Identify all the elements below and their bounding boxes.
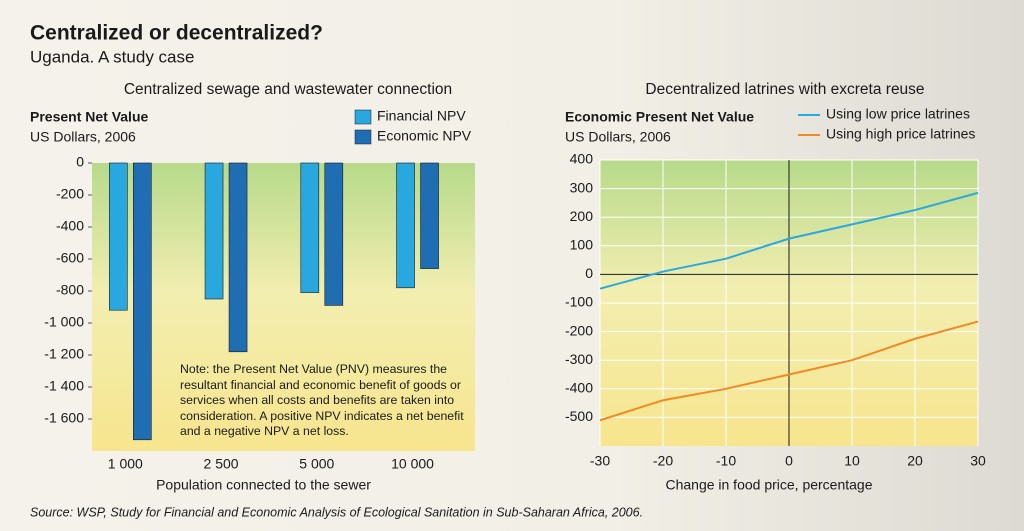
bar (133, 162, 152, 441)
y-tick-label: 400 (570, 151, 594, 167)
chart-title: Decentralized latrines with excreta reus… (645, 81, 924, 98)
y-tick-label: -400 (56, 218, 84, 234)
y-tick-label: -1 200 (44, 346, 84, 362)
legend-label: Economic NPV (377, 128, 472, 144)
y-tick-label: 0 (585, 265, 593, 281)
x-tick-label: 10 000 (391, 456, 434, 472)
bar (396, 162, 415, 289)
y-tick-label: 100 (570, 237, 594, 253)
bar (324, 162, 344, 306)
y-tick-label: -1 600 (44, 410, 84, 426)
legend-label: Using high price latrines (826, 126, 975, 142)
bar (228, 162, 248, 353)
bar (204, 162, 224, 300)
x-axis-label: Population connected to the sewer (156, 477, 371, 493)
bar (300, 162, 320, 293)
y-axis-unit: US Dollars, 2006 (30, 129, 136, 145)
y-axis-label: Economic Present Net Value (565, 109, 754, 125)
x-tick-label: 2 500 (204, 456, 239, 472)
x-tick-label: 30 (970, 453, 986, 469)
chart-title: Centralized sewage and wastewater connec… (124, 81, 452, 98)
line (599, 320, 979, 422)
x-tick-label: 10 (844, 453, 860, 469)
y-tick-label: -300 (565, 351, 593, 367)
x-tick-label: -10 (716, 453, 736, 469)
x-tick-label: -20 (653, 453, 673, 469)
y-tick-label: -200 (56, 186, 84, 202)
title: Centralized or decentralized? (30, 22, 323, 45)
y-axis-label: Present Net Value (30, 109, 148, 125)
y-tick-label: 0 (76, 154, 84, 170)
y-tick-label: -100 (565, 294, 593, 310)
y-tick-label: -800 (56, 282, 84, 298)
bar (109, 162, 128, 311)
x-tick-label: -30 (590, 453, 610, 469)
y-tick-label: -1 400 (44, 378, 84, 394)
y-tick-label: -600 (56, 250, 84, 266)
legend-swatch (354, 109, 372, 125)
y-tick-label: -500 (565, 408, 593, 424)
x-tick-label: 5 000 (299, 456, 334, 472)
note: Note: the Present Net Value (PNV) measur… (180, 362, 464, 438)
x-axis-label: Change in food price, percentage (665, 477, 872, 493)
line (599, 191, 979, 290)
x-tick-label: 20 (907, 453, 923, 469)
legend-swatch (354, 129, 372, 145)
y-tick-label: 200 (570, 208, 594, 224)
y-tick-label: -1 000 (44, 314, 84, 330)
y-axis-unit: US Dollars, 2006 (565, 129, 671, 145)
y-tick-label: 300 (570, 179, 594, 195)
subtitle: Uganda. A study case (30, 47, 194, 66)
y-tick-label: -400 (565, 380, 593, 396)
y-tick-label: -200 (565, 322, 593, 338)
bar (420, 162, 439, 269)
legend-label: Financial NPV (377, 108, 466, 124)
source: Source: WSP, Study for Financial and Eco… (30, 505, 643, 519)
x-tick-label: 1 000 (108, 456, 143, 472)
legend-label: Using low price latrines (826, 106, 970, 122)
x-tick-label: 0 (785, 453, 793, 469)
